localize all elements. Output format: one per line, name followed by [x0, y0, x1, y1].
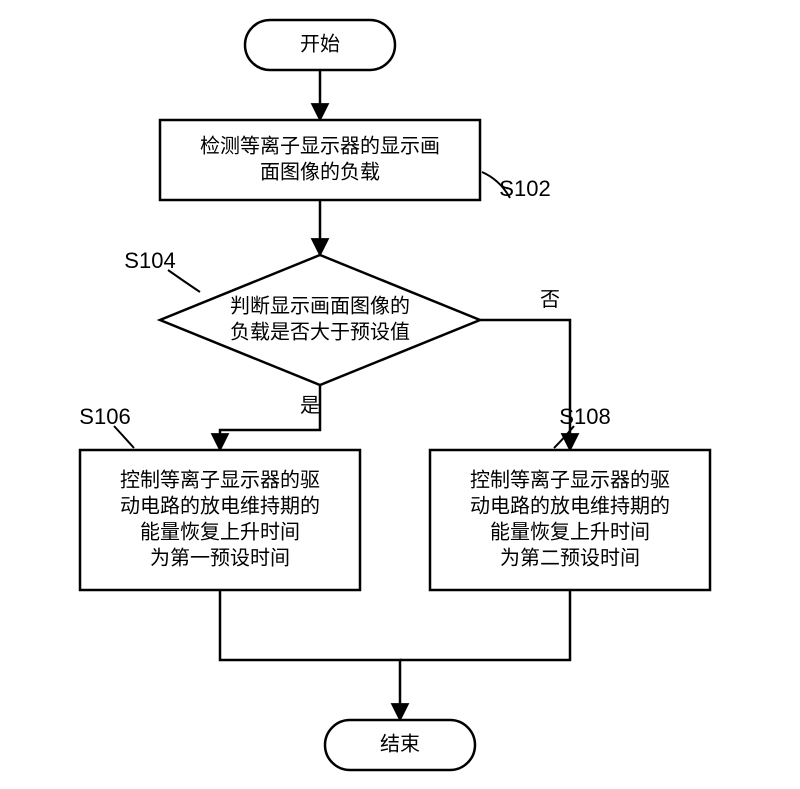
- node-s106-text: 能量恢复上升时间: [140, 520, 300, 543]
- edge-s104_s108: [480, 320, 570, 450]
- node-s106: 控制等离子显示器的驱动电路的放电维持期的能量恢复上升时间为第一预设时间: [80, 450, 360, 590]
- edge-s106_end: [220, 590, 400, 720]
- node-s104: 判断显示画面图像的负载是否大于预设值: [160, 255, 480, 385]
- node-s102: 检测等离子显示器的显示画面图像的负载: [160, 120, 480, 200]
- step-label-s104: S104: [124, 248, 175, 273]
- node-s108-text: 能量恢复上升时间: [490, 520, 650, 543]
- node-s108-text: 控制等离子显示器的驱: [470, 468, 670, 491]
- node-s102-text: 检测等离子显示器的显示画: [200, 134, 440, 157]
- node-start: 开始: [245, 20, 395, 70]
- node-s106-text: 动电路的放电维持期的: [120, 494, 320, 517]
- lead-s106: [114, 426, 134, 448]
- step-label-s106: S106: [79, 404, 130, 429]
- node-s108-text: 动电路的放电维持期的: [470, 494, 670, 517]
- node-s108-text: 为第二预设时间: [500, 546, 640, 569]
- node-s106-text: 控制等离子显示器的驱: [120, 468, 320, 491]
- edge-s104_s106-label: 是: [300, 395, 320, 417]
- edge-s108_join: [400, 590, 570, 660]
- node-start-text: 开始: [300, 32, 340, 55]
- node-end-text: 结束: [380, 732, 420, 755]
- node-s104-text: 负载是否大于预设值: [230, 320, 410, 343]
- edge-s104_s108-label: 否: [540, 289, 560, 311]
- node-end: 结束: [325, 720, 475, 770]
- node-s104-text: 判断显示画面图像的: [230, 294, 410, 317]
- lead-s104: [168, 270, 200, 292]
- node-s106-text: 为第一预设时间: [150, 546, 290, 569]
- node-s102-text: 面图像的负载: [260, 160, 380, 183]
- flowchart-canvas: 是 否 开始检测等离子显示器的显示画面图像的负载判断显示画面图像的负载是否大于预设…: [0, 0, 800, 789]
- step-label-s108: S108: [559, 404, 610, 429]
- step-label-s102: S102: [499, 176, 550, 201]
- node-s108: 控制等离子显示器的驱动电路的放电维持期的能量恢复上升时间为第二预设时间: [430, 450, 710, 590]
